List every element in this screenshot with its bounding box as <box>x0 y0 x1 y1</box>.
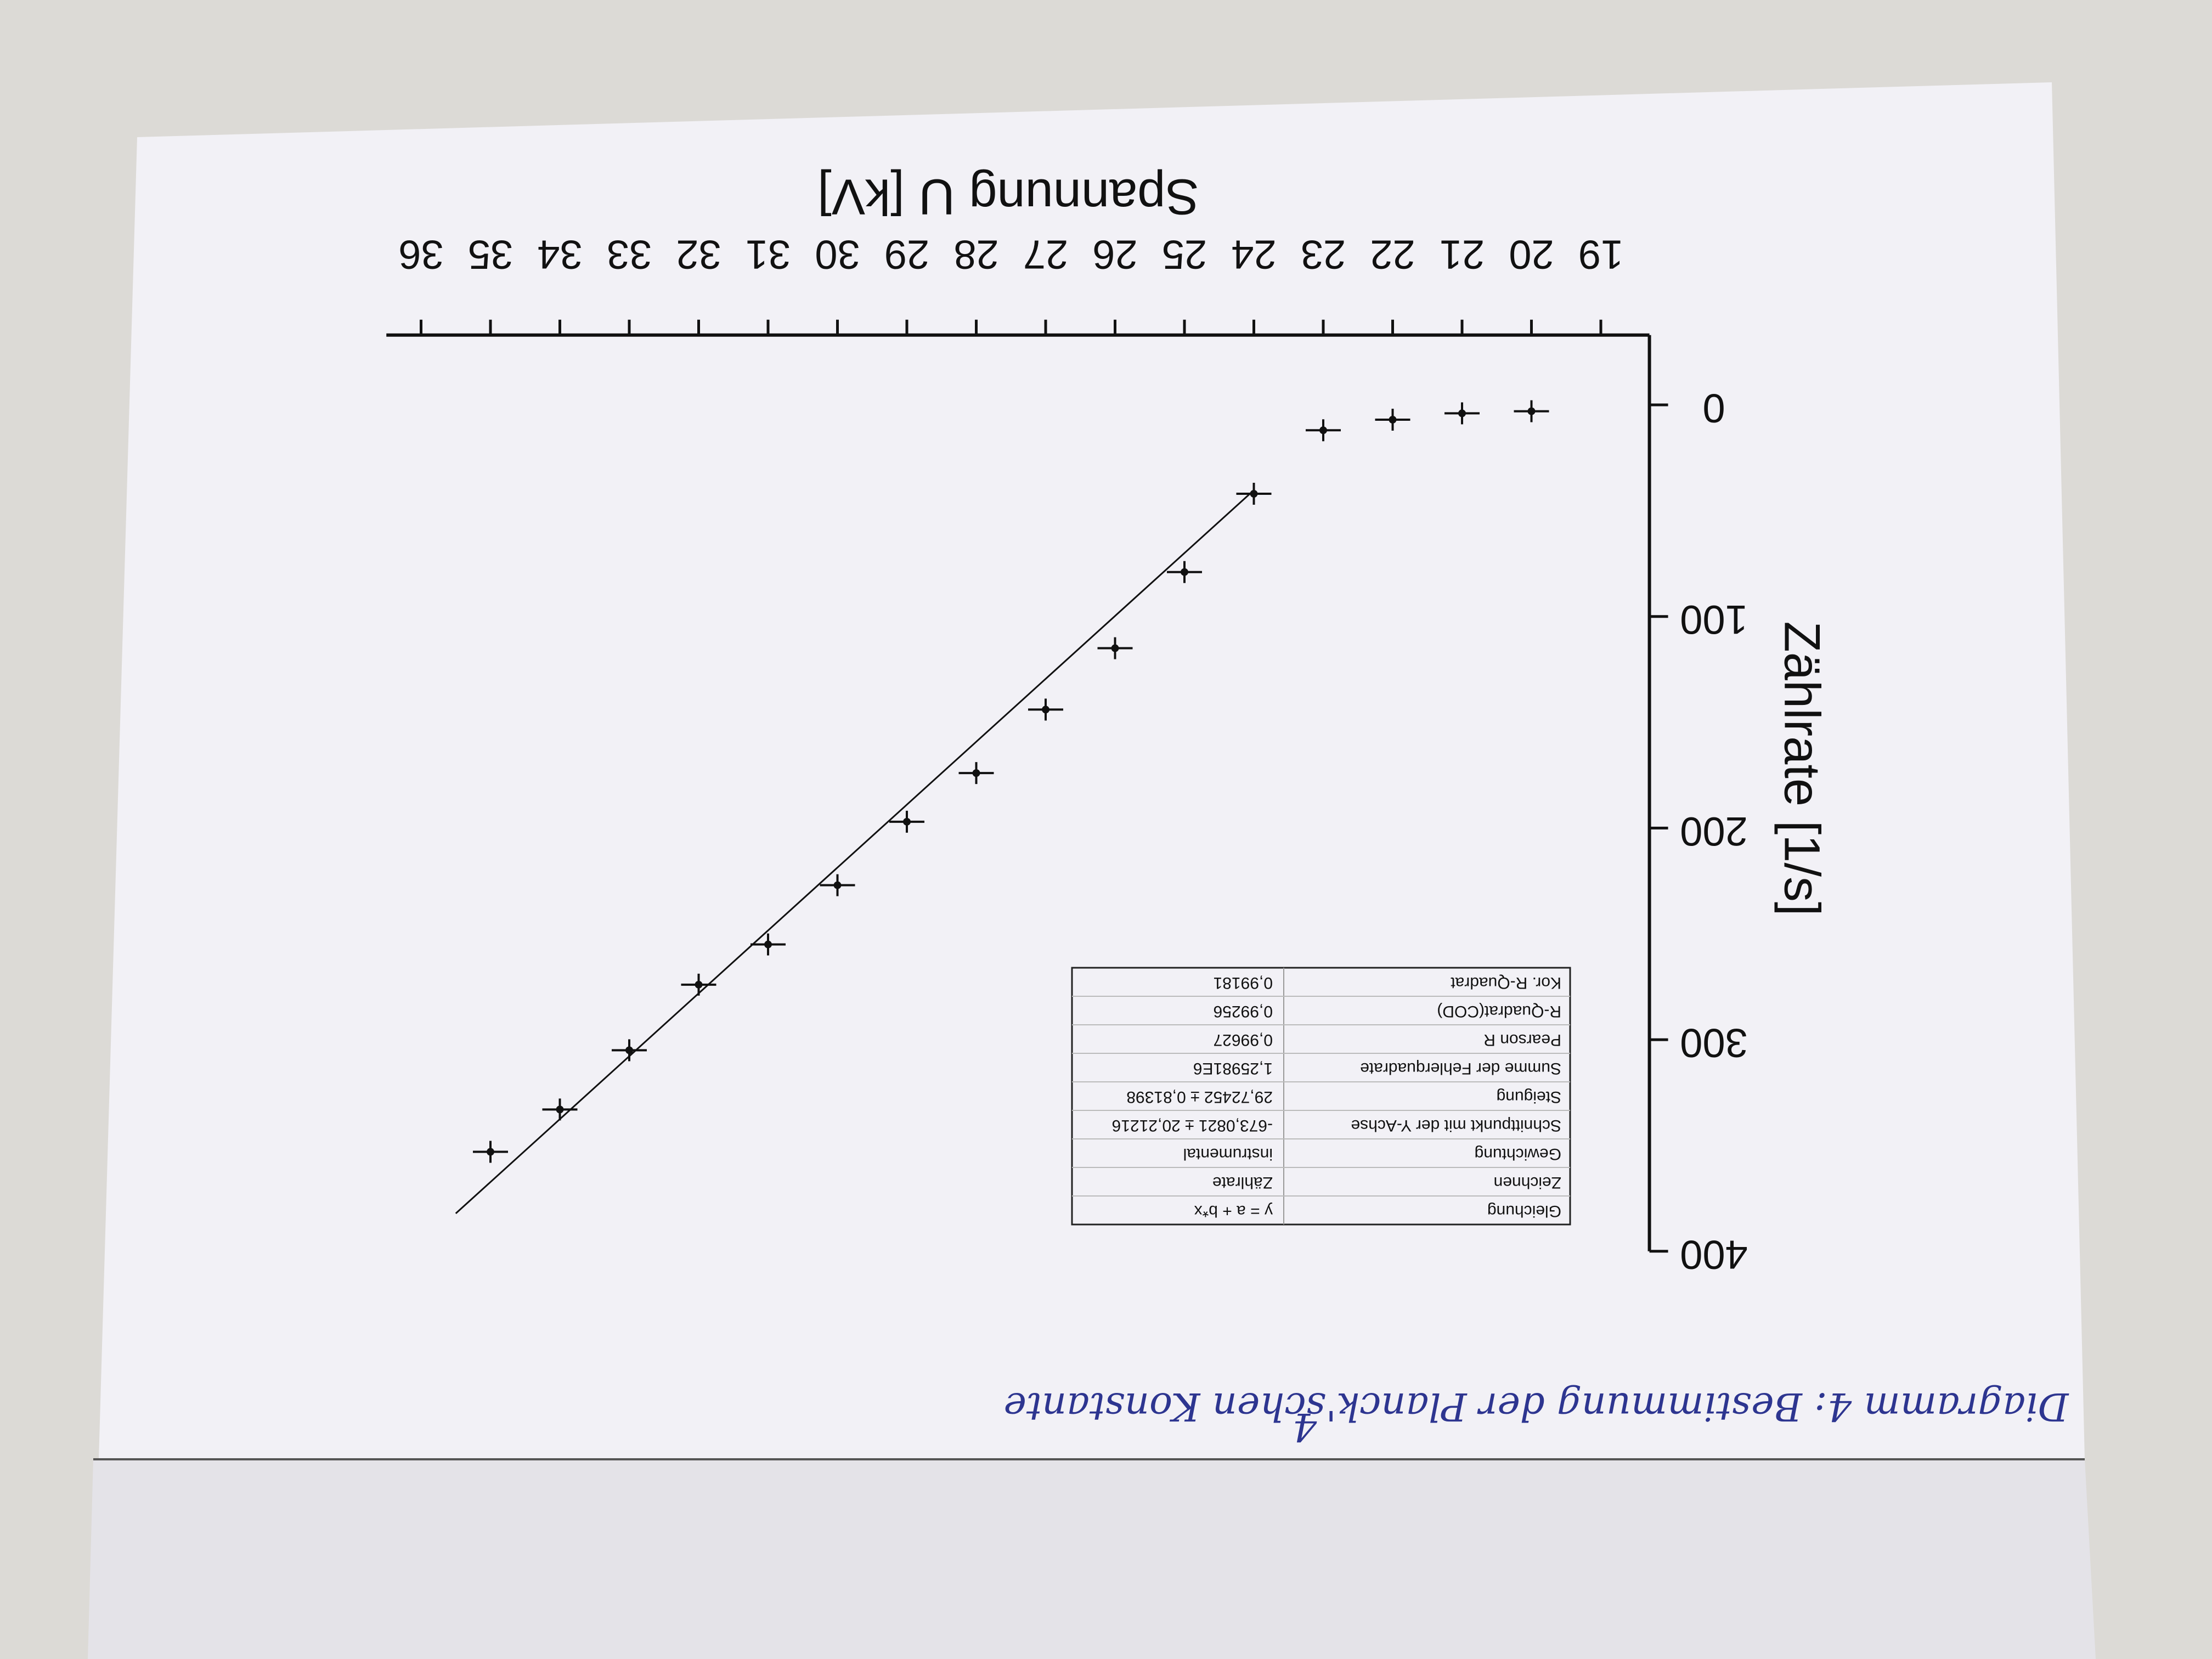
y-tick-label: 200 <box>1680 809 1747 854</box>
x-tick-label: 29 <box>884 232 929 277</box>
x-tick-label: 25 <box>1162 232 1207 277</box>
caption: Diagramm 4: Bestimmung der Planck'schen … <box>1003 1384 2069 1429</box>
x-tick-label: 34 <box>537 232 582 277</box>
data-point <box>820 874 855 896</box>
table-label: Gleichung <box>1487 1202 1561 1220</box>
x-tick-label: 23 <box>1301 232 1346 277</box>
x-tick-label: 26 <box>1092 232 1137 277</box>
marker-part <box>1181 568 1188 576</box>
x-tick-label: 33 <box>607 232 652 277</box>
y-tick-label: 400 <box>1680 1232 1747 1277</box>
x-tick-label: 21 <box>1440 232 1485 277</box>
marker-part <box>1527 407 1536 415</box>
paper-sheet <box>99 82 2085 1459</box>
data-point <box>958 762 994 785</box>
x-tick-label: 32 <box>676 232 721 277</box>
marker-part <box>764 940 772 949</box>
x-tick-label: 24 <box>1231 232 1276 277</box>
x-tick-label: 22 <box>1370 232 1415 277</box>
table-label: Gewichtung <box>1475 1145 1561 1163</box>
data-point <box>681 973 716 996</box>
marker-part <box>1111 644 1119 652</box>
x-tick-label: 30 <box>815 232 860 277</box>
data-point <box>1375 408 1410 431</box>
marker-part <box>833 881 842 889</box>
table-label: Summe der Fehlerquadrate <box>1360 1059 1561 1077</box>
table-value: Zählrate <box>1212 1173 1273 1192</box>
data-point <box>751 933 786 956</box>
marker-part <box>625 1046 633 1054</box>
x-tick-label: 27 <box>1023 232 1068 277</box>
marker-part <box>1319 426 1327 435</box>
table-label: Schnittpunkt mit der Y-Achse <box>1351 1116 1561 1135</box>
table-value: 29,72452 ± 0,81398 <box>1126 1088 1273 1106</box>
page-number: 4 <box>1293 1404 1318 1449</box>
data-point <box>1306 419 1341 442</box>
table-label: Steigung <box>1497 1088 1561 1106</box>
table-value: instrumental <box>1183 1145 1273 1163</box>
x-tick-label: 35 <box>468 232 513 277</box>
y-tick-label: 0 <box>1702 385 1725 431</box>
y-tick-label: 100 <box>1680 597 1747 642</box>
table-label: Pearson R <box>1483 1031 1561 1049</box>
marker-part <box>487 1148 494 1156</box>
data-point <box>889 810 924 833</box>
marker-part <box>556 1105 564 1114</box>
x-tick-label: 36 <box>398 232 443 277</box>
table-label: Kor. R-Quadrat <box>1451 974 1561 992</box>
marker-part <box>1458 409 1466 417</box>
x-tick-label: 31 <box>746 232 791 277</box>
paper-lower <box>88 1459 2096 1659</box>
marker-part <box>1389 415 1397 424</box>
x-tick-label: 19 <box>1578 232 1623 277</box>
marker-part <box>1042 706 1049 714</box>
marker-part <box>1250 489 1258 498</box>
table-label: Zeichnen <box>1494 1173 1561 1192</box>
table-value: 0,99256 <box>1214 1002 1273 1020</box>
table-value: 1,25981E6 <box>1193 1059 1273 1077</box>
data-point <box>1167 561 1202 583</box>
x-tick-label: 28 <box>953 232 998 277</box>
data-point <box>1514 400 1549 422</box>
x-axis-title: Spannung U [kV] <box>817 169 1199 225</box>
table-value: 0,99627 <box>1214 1031 1273 1049</box>
table-label: R-Quadrat(COD) <box>1437 1002 1561 1020</box>
y-tick-label: 300 <box>1680 1020 1747 1066</box>
fit-table <box>1071 967 1571 1226</box>
data-point <box>612 1039 647 1062</box>
data-point <box>473 1141 508 1163</box>
x-tick-label: 20 <box>1509 232 1554 277</box>
table-value: -673,0821 ± 20,21216 <box>1112 1116 1273 1135</box>
marker-part <box>903 817 911 826</box>
data-point <box>1028 698 1063 721</box>
table-value: y = a + b*x <box>1194 1202 1273 1220</box>
data-point <box>1236 482 1272 505</box>
data-point <box>1097 637 1133 659</box>
data-point <box>1444 402 1480 425</box>
table-value: 0,99181 <box>1214 974 1273 992</box>
marker-part <box>695 980 703 989</box>
marker-part <box>972 769 980 777</box>
y-axis-title: Zählrate [1/s] <box>1774 622 1830 916</box>
data-point <box>542 1098 578 1121</box>
fit-line <box>455 489 1255 1215</box>
